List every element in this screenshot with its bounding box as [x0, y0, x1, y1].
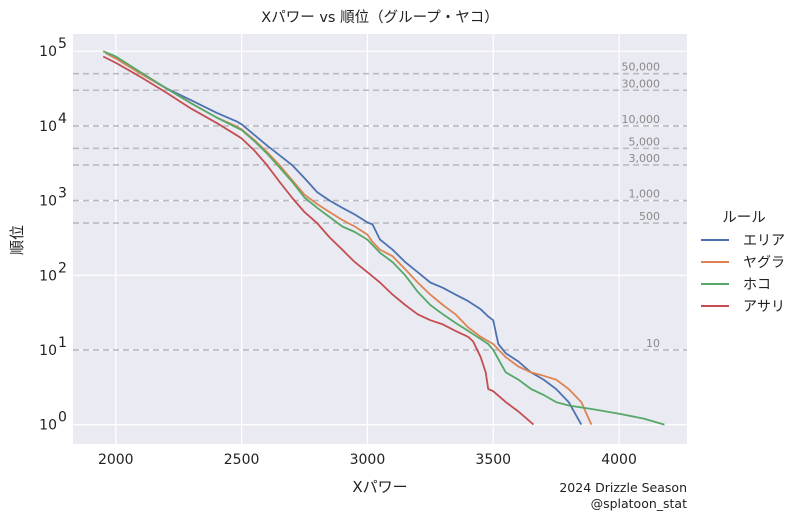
x-tick-label: 3500	[475, 452, 511, 468]
series-line	[105, 52, 583, 426]
y-tick-exponent: 1	[58, 335, 67, 351]
y-tick-exponent: 0	[58, 410, 67, 426]
reference-label: 50,000	[622, 61, 661, 74]
chart-title: Xパワー vs 順位（グループ・ヤコ）	[261, 9, 498, 26]
y-tick-label: 10	[39, 268, 57, 284]
y-tick-exponent: 5	[58, 36, 67, 52]
reference-label: 3,000	[629, 152, 661, 165]
reference-label: 30,000	[622, 77, 661, 90]
series-line	[105, 52, 593, 425]
x-tick-labels: 2000 2500 3000 3500 4000	[98, 452, 637, 468]
reference-label: 500	[639, 210, 660, 223]
credit-account: @splatoon_stat	[591, 496, 688, 511]
reference-lines	[73, 72, 687, 351]
y-tick-label: 10	[39, 119, 57, 135]
series-line	[102, 50, 665, 426]
legend-title: ルール	[722, 210, 766, 226]
y-tick-label: 10	[39, 44, 57, 60]
y-tick-label: 10	[39, 418, 57, 434]
y-tick-exponent: 2	[58, 260, 67, 276]
credit-season: 2024 Drizzle Season	[559, 480, 687, 495]
legend-label: ホコ	[743, 277, 771, 293]
x-tick-label: 4000	[601, 452, 637, 468]
reference-labels: 50,000 30,000 10,000 5,000 3,000 1,000 500 10	[622, 61, 661, 350]
x-tick-label: 2500	[224, 452, 260, 468]
reference-label: 10	[646, 337, 660, 350]
legend-label: エリア	[743, 233, 785, 249]
y-tick-exponent: 4	[58, 111, 67, 127]
legend-label: ヤグラ	[743, 255, 785, 271]
x-tick-label: 3000	[350, 452, 386, 468]
reference-label: 5,000	[629, 135, 661, 148]
series-line	[102, 55, 535, 426]
y-tick-label: 10	[39, 343, 57, 359]
legend-label: アサリ	[743, 299, 785, 315]
y-axis-title: 順位	[8, 225, 26, 255]
reference-label: 1,000	[629, 188, 661, 201]
x-axis-title: Xパワー	[352, 478, 407, 496]
y-tick-label: 10	[39, 194, 57, 210]
series-lines	[102, 50, 665, 426]
y-tick-exponent: 3	[58, 186, 67, 202]
x-tick-label: 2000	[98, 452, 134, 468]
reference-label: 10,000	[622, 113, 661, 126]
